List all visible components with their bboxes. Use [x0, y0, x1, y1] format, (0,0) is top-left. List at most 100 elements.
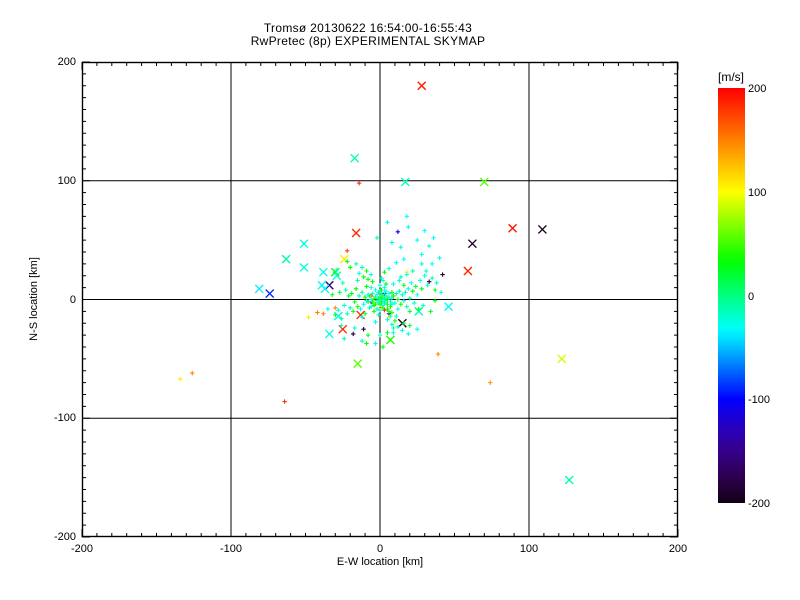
data-point	[377, 294, 383, 300]
data-point	[380, 344, 386, 350]
data-point	[421, 303, 426, 308]
data-point	[404, 272, 410, 277]
data-point	[392, 300, 398, 306]
data-point	[564, 475, 574, 485]
data-point	[345, 248, 350, 254]
data-point	[401, 298, 407, 303]
data-point	[349, 291, 354, 296]
data-point	[385, 302, 390, 307]
y-tick-label: 0	[69, 293, 76, 306]
data-point	[368, 272, 374, 277]
data-point	[392, 318, 398, 324]
data-point	[419, 286, 424, 292]
data-point	[417, 81, 427, 91]
data-point	[413, 284, 418, 289]
data-point	[403, 290, 408, 295]
colorbar-tick-label: -200	[748, 498, 771, 510]
data-point	[362, 311, 368, 316]
data-point	[426, 243, 432, 249]
data-point	[385, 317, 390, 322]
data-point	[348, 265, 353, 270]
data-point	[376, 312, 381, 318]
data-point	[364, 268, 369, 274]
data-point	[398, 245, 404, 250]
data-point	[401, 283, 407, 288]
data-point	[356, 271, 362, 276]
data-point	[385, 306, 390, 312]
data-point	[391, 293, 396, 299]
data-point	[394, 260, 399, 265]
data-point	[389, 290, 395, 295]
data-point	[391, 281, 396, 287]
data-point	[395, 229, 401, 235]
data-point	[434, 280, 439, 286]
data-point	[407, 296, 412, 301]
data-point	[383, 288, 389, 294]
x-tick-label: -100	[219, 543, 243, 555]
data-point	[368, 297, 374, 302]
title-line-2: RwPretec (8p) EXPERIMENTAL SKYMAP	[250, 34, 486, 48]
data-point	[361, 302, 366, 307]
data-point	[557, 354, 567, 364]
colorbar-tick-label: 0	[748, 290, 755, 303]
data-point	[364, 284, 369, 289]
data-point	[178, 376, 183, 382]
data-point	[343, 287, 348, 293]
data-point	[350, 153, 360, 163]
data-point	[426, 279, 432, 284]
data-point	[431, 235, 436, 240]
data-point	[463, 266, 473, 276]
data-point	[364, 298, 369, 303]
data-point	[400, 328, 405, 333]
data-point	[361, 274, 366, 280]
data-point	[382, 285, 387, 290]
data-point	[388, 313, 393, 319]
data-point	[371, 303, 377, 308]
data-point	[362, 294, 368, 300]
data-point	[353, 261, 359, 267]
data-point	[345, 311, 350, 316]
data-point	[397, 288, 402, 294]
data-point	[370, 291, 375, 296]
data-point	[382, 269, 387, 275]
data-point	[370, 299, 375, 305]
data-point	[379, 287, 384, 293]
data-point	[359, 265, 365, 270]
data-point	[397, 278, 402, 283]
data-point	[400, 177, 410, 187]
data-point	[337, 290, 342, 295]
data-point	[325, 306, 331, 312]
data-point	[429, 275, 435, 281]
x-axis-label: E-W location [km]	[336, 556, 424, 568]
data-point	[386, 291, 392, 296]
data-point	[359, 315, 365, 320]
data-point	[406, 224, 411, 230]
data-point	[345, 259, 350, 264]
data-point	[351, 228, 361, 238]
data-point	[415, 326, 420, 332]
data-point	[537, 224, 547, 234]
x-tick-label: -200	[70, 543, 94, 555]
data-point	[394, 291, 399, 296]
data-point	[428, 309, 433, 314]
data-point	[406, 331, 411, 337]
data-point	[389, 322, 395, 327]
data-point	[346, 293, 351, 299]
data-point	[388, 304, 393, 309]
data-point	[394, 313, 399, 319]
data-point	[383, 281, 389, 287]
data-point	[340, 280, 345, 286]
data-point	[352, 299, 357, 305]
data-point	[374, 306, 380, 312]
data-point	[435, 351, 441, 357]
data-point	[385, 297, 390, 302]
data-point	[382, 296, 387, 301]
data-point	[380, 278, 386, 283]
data-point	[418, 278, 423, 283]
colorbar-tick-label: -100	[748, 394, 771, 407]
data-point	[371, 296, 377, 301]
data-point	[374, 298, 380, 303]
data-point	[488, 380, 493, 385]
data-point	[389, 240, 395, 245]
